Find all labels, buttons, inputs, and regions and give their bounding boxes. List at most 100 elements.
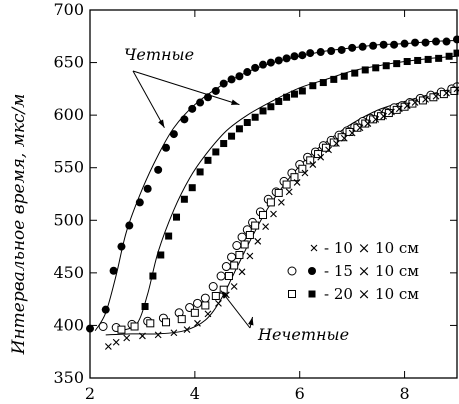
data-point	[290, 90, 298, 98]
data-point	[439, 90, 448, 99]
data-point	[340, 72, 348, 80]
legend-marker-square-open	[288, 290, 296, 298]
data-point	[259, 107, 267, 115]
fit-curve-cross	[105, 87, 458, 336]
data-point	[403, 102, 411, 110]
data-point	[215, 299, 222, 307]
data-point	[259, 60, 268, 69]
data-point	[414, 56, 422, 64]
y-tick-label: 700	[53, 0, 84, 19]
legend-marker-circle-open	[287, 266, 297, 276]
data-point	[400, 39, 409, 48]
data-point	[403, 58, 411, 66]
data-point	[188, 184, 196, 192]
legend-marker-cross	[310, 244, 318, 252]
data-point	[283, 93, 291, 101]
annotation-arrow	[132, 70, 165, 129]
data-point	[453, 35, 459, 44]
data-point	[340, 134, 348, 142]
data-point	[317, 153, 325, 161]
data-point	[117, 325, 126, 334]
data-point	[123, 334, 131, 342]
data-point	[395, 105, 403, 113]
data-point	[251, 113, 259, 121]
y-tick-label: 500	[53, 210, 84, 229]
data-point	[270, 210, 277, 218]
data-point	[329, 138, 338, 147]
annotation-arrow	[132, 70, 240, 106]
annotation-arrow	[220, 290, 251, 329]
data-point	[435, 54, 443, 62]
data-point	[251, 63, 260, 72]
data-point	[162, 318, 171, 327]
data-point	[275, 97, 283, 105]
data-point	[130, 322, 139, 331]
data-point	[259, 211, 268, 220]
data-point	[293, 179, 301, 186]
data-point	[290, 52, 299, 61]
x-tick-label: 8	[399, 384, 409, 403]
data-point	[243, 68, 252, 77]
data-point	[306, 156, 315, 165]
data-point	[180, 195, 188, 203]
data-point	[445, 52, 453, 60]
data-point	[228, 132, 236, 140]
y-tick-label: 350	[53, 368, 84, 387]
data-point	[364, 120, 372, 127]
data-point	[361, 66, 369, 74]
data-point	[429, 93, 438, 102]
data-point	[254, 237, 262, 245]
legend-label: - 15 × 10 см	[324, 262, 419, 280]
data-point	[298, 87, 306, 95]
data-point	[183, 326, 191, 334]
data-point	[274, 56, 283, 65]
data-point	[380, 112, 387, 120]
data-point	[219, 79, 228, 88]
data-point	[221, 262, 231, 272]
data-point	[251, 221, 260, 230]
data-point	[361, 119, 370, 128]
data-point	[453, 49, 459, 57]
data-point	[369, 115, 378, 124]
data-point	[319, 79, 327, 87]
data-point	[211, 86, 220, 95]
data-point	[98, 321, 108, 331]
legend-marker-square-filled	[308, 290, 316, 298]
data-point	[149, 272, 157, 280]
data-point	[309, 161, 317, 168]
data-point	[422, 95, 429, 103]
y-tick-label: 600	[53, 105, 84, 124]
data-point	[333, 140, 340, 147]
annotation-arrow	[248, 316, 254, 329]
series-cross	[104, 85, 459, 350]
data-point	[227, 75, 236, 84]
data-point	[266, 198, 275, 207]
data-point	[337, 45, 346, 54]
data-point	[201, 301, 210, 310]
data-point	[227, 252, 237, 262]
data-point	[388, 108, 395, 116]
data-point	[298, 51, 307, 60]
data-point	[237, 232, 247, 242]
legend-label: - 20 × 10 см	[324, 285, 419, 303]
data-point	[443, 89, 450, 97]
data-point	[180, 115, 189, 124]
data-point	[418, 96, 427, 105]
data-point	[188, 104, 197, 113]
data-point	[358, 42, 367, 51]
data-point	[382, 62, 390, 70]
data-point	[348, 43, 357, 52]
data-point	[330, 75, 338, 83]
data-points	[86, 35, 459, 350]
data-point	[177, 315, 186, 324]
data-point	[266, 58, 275, 67]
data-point	[109, 266, 118, 275]
data-point	[112, 338, 120, 346]
data-point	[139, 332, 146, 340]
y-tick-label: 400	[53, 315, 84, 334]
data-point	[421, 38, 430, 47]
data-point	[372, 115, 380, 123]
data-point	[204, 310, 212, 318]
annotations: Четные Нечетные	[124, 45, 349, 344]
data-point	[376, 112, 385, 121]
